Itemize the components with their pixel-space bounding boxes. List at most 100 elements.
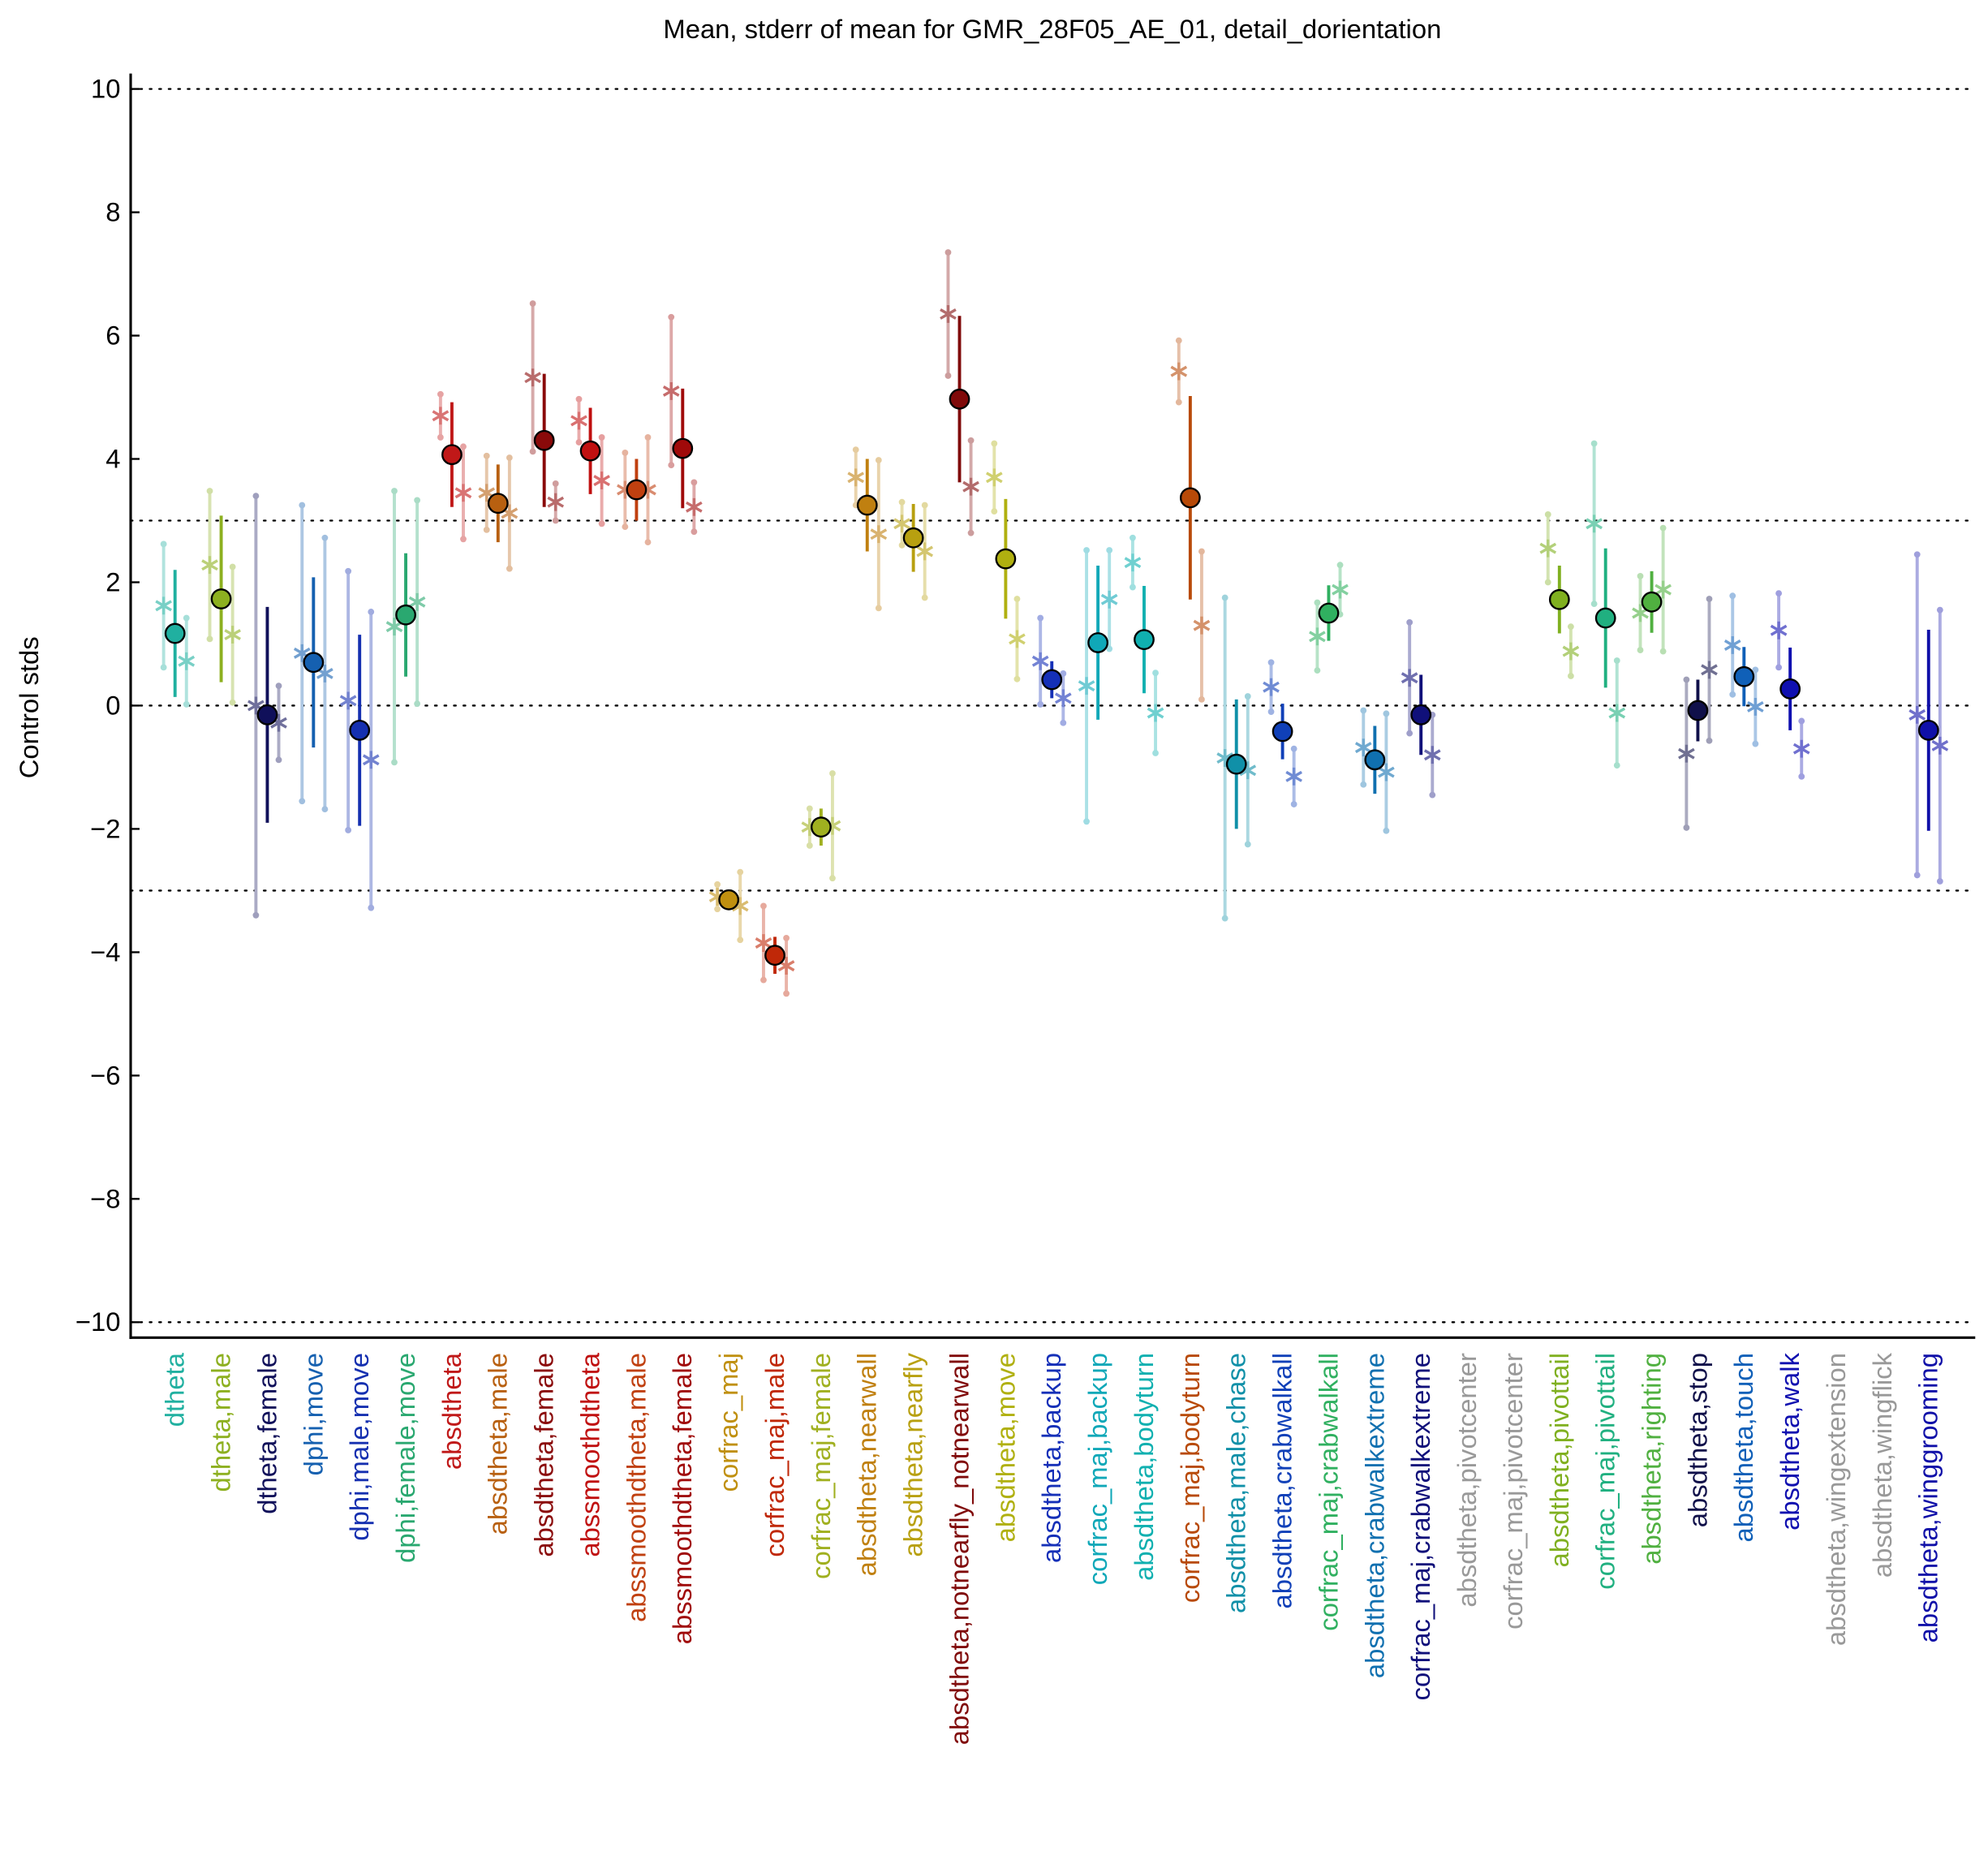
star-group bbox=[1170, 337, 1188, 406]
chart-title: Mean, stderr of mean for GMR_28F05_AE_01… bbox=[663, 14, 1441, 44]
star-marker bbox=[408, 592, 426, 611]
error-end bbox=[898, 541, 906, 549]
error-end bbox=[875, 605, 882, 612]
error-end bbox=[945, 372, 952, 379]
x-tick-label: absdtheta,pivotcenter bbox=[1452, 1353, 1482, 1608]
x-tick-label: dphi,male,move bbox=[344, 1353, 374, 1541]
star-group bbox=[178, 614, 196, 708]
mean-marker bbox=[256, 704, 278, 725]
error-end bbox=[1383, 827, 1390, 834]
star-group bbox=[1608, 657, 1626, 769]
error-end bbox=[368, 609, 375, 615]
error-end bbox=[345, 827, 352, 833]
error-end bbox=[1936, 878, 1943, 885]
error-end bbox=[160, 540, 167, 548]
x-tick-label: dtheta,male bbox=[206, 1353, 236, 1492]
error-end bbox=[229, 563, 236, 570]
mean-marker bbox=[995, 548, 1017, 570]
star-group bbox=[1423, 711, 1441, 799]
error-end bbox=[552, 517, 559, 524]
error-end bbox=[829, 770, 836, 777]
star-group bbox=[755, 902, 772, 984]
star-group bbox=[1931, 606, 1949, 885]
error-end bbox=[1198, 695, 1205, 703]
error-end bbox=[783, 990, 790, 997]
error-end bbox=[1130, 534, 1136, 541]
star-marker bbox=[893, 515, 910, 533]
error-end bbox=[1290, 745, 1297, 752]
star-marker bbox=[1401, 669, 1418, 687]
x-tick-label: abssmoothdtheta bbox=[574, 1352, 605, 1556]
error-end bbox=[1406, 730, 1414, 737]
mean-marker bbox=[210, 588, 232, 609]
star-marker bbox=[1147, 704, 1164, 722]
x-tick-label: corfrac_maj,backup bbox=[1082, 1353, 1112, 1585]
star-marker bbox=[432, 407, 450, 425]
star-marker bbox=[847, 468, 865, 487]
error-end bbox=[1659, 524, 1667, 532]
error-end bbox=[1060, 670, 1067, 677]
error-end bbox=[1360, 781, 1367, 788]
star-marker bbox=[916, 542, 934, 561]
star-marker bbox=[547, 493, 565, 511]
error-end bbox=[1683, 676, 1690, 683]
error-end bbox=[829, 875, 836, 882]
mean-marker bbox=[718, 889, 740, 911]
star-group bbox=[593, 434, 610, 527]
star-group bbox=[1263, 659, 1280, 715]
star-group bbox=[1678, 676, 1695, 831]
star-group bbox=[478, 452, 496, 533]
y-tick-label: 0 bbox=[105, 690, 120, 720]
star-marker bbox=[870, 525, 888, 544]
x-tick-label: abssmoothdtheta,male bbox=[621, 1353, 651, 1622]
star-marker bbox=[962, 477, 979, 496]
star-group bbox=[1285, 745, 1302, 807]
error-end bbox=[206, 635, 213, 643]
star-marker bbox=[1170, 362, 1188, 381]
star-group bbox=[547, 480, 565, 524]
star-group bbox=[1354, 707, 1372, 788]
star-group bbox=[432, 390, 450, 441]
error-end bbox=[598, 434, 605, 441]
star-group bbox=[801, 805, 819, 849]
mean-marker bbox=[395, 604, 416, 626]
star-group bbox=[870, 457, 888, 612]
error-end bbox=[737, 868, 744, 876]
error-end bbox=[1706, 596, 1713, 602]
star-marker bbox=[593, 471, 610, 490]
star-group bbox=[454, 443, 472, 543]
mean-marker bbox=[349, 719, 371, 741]
star-marker bbox=[985, 468, 1003, 487]
star-group bbox=[1770, 590, 1788, 671]
star-marker bbox=[1263, 678, 1280, 696]
error-end bbox=[1106, 547, 1113, 553]
error-end bbox=[1936, 606, 1943, 614]
error-end bbox=[1060, 719, 1067, 726]
error-end bbox=[1083, 818, 1090, 825]
mean-marker bbox=[303, 652, 325, 674]
star-group bbox=[962, 437, 979, 536]
error-end bbox=[714, 880, 721, 888]
mean-marker bbox=[1917, 719, 1939, 741]
error-end bbox=[1613, 657, 1620, 664]
star-group bbox=[1009, 596, 1026, 682]
star-marker bbox=[940, 305, 957, 323]
error-end bbox=[160, 664, 167, 671]
error-end bbox=[414, 497, 421, 504]
error-end bbox=[1613, 762, 1620, 769]
mean-marker bbox=[811, 816, 832, 838]
y-tick-label: −6 bbox=[90, 1060, 120, 1090]
error-end bbox=[437, 434, 444, 441]
x-tick-label: absdtheta,righting bbox=[1636, 1353, 1666, 1565]
star-group bbox=[1586, 440, 1603, 607]
error-end bbox=[299, 502, 306, 509]
star-group bbox=[731, 868, 749, 944]
x-tick-label: absdtheta,wingflick bbox=[1867, 1352, 1897, 1578]
star-group bbox=[501, 454, 519, 572]
star-marker bbox=[1770, 621, 1788, 639]
error-end bbox=[252, 493, 260, 500]
star-group bbox=[201, 488, 218, 643]
x-tick-label: absdtheta,nearfly bbox=[898, 1352, 928, 1556]
error-end bbox=[1336, 562, 1344, 569]
mean-marker bbox=[1364, 749, 1386, 771]
